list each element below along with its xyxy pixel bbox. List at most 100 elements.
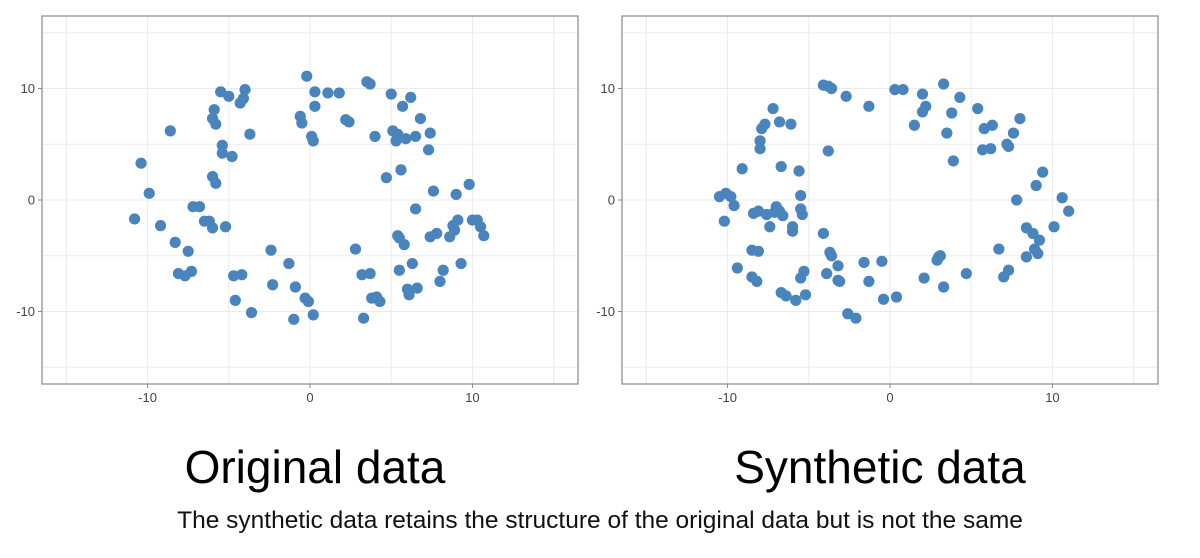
data-point xyxy=(358,312,370,324)
data-point xyxy=(938,78,950,90)
data-point xyxy=(452,214,464,226)
data-point xyxy=(302,295,314,308)
data-point xyxy=(374,295,386,308)
synthetic-gridlines xyxy=(622,16,1158,384)
x-tick-label: 0 xyxy=(306,390,313,405)
data-point xyxy=(307,309,319,321)
data-point xyxy=(333,87,345,99)
original-data-caption: Original data xyxy=(184,441,446,493)
data-point xyxy=(777,210,789,222)
data-point xyxy=(1002,264,1015,276)
data-point xyxy=(182,245,194,257)
data-point xyxy=(364,268,376,280)
data-point xyxy=(390,135,402,147)
data-point xyxy=(206,222,219,234)
data-point xyxy=(322,87,334,99)
data-point xyxy=(934,250,946,262)
data-point xyxy=(307,135,319,147)
data-point xyxy=(825,82,838,95)
data-point xyxy=(267,279,279,291)
data-point xyxy=(154,220,167,232)
data-point xyxy=(773,116,786,128)
data-point xyxy=(1063,205,1075,217)
data-point xyxy=(834,275,846,288)
y-tick-label: 10 xyxy=(601,81,615,96)
data-point xyxy=(237,92,250,105)
data-point xyxy=(1007,127,1020,139)
original-gridlines xyxy=(42,16,578,384)
data-point xyxy=(219,221,232,233)
data-point xyxy=(795,189,807,202)
data-point xyxy=(448,224,461,236)
data-point xyxy=(245,307,258,319)
data-point xyxy=(431,227,443,240)
data-point xyxy=(877,293,890,305)
y-tick-label: 10 xyxy=(21,81,35,96)
data-point xyxy=(193,201,206,213)
data-point xyxy=(754,143,766,155)
data-point xyxy=(210,118,222,130)
data-point xyxy=(785,118,797,130)
data-point xyxy=(941,127,953,139)
data-point xyxy=(239,84,251,96)
data-point xyxy=(863,275,875,288)
synthetic-data-chart: -10 0 10 -10 0 10 xyxy=(580,0,1160,420)
data-point xyxy=(822,145,834,157)
data-point xyxy=(1056,192,1068,204)
data-point xyxy=(185,265,198,277)
data-point xyxy=(916,88,929,100)
data-point xyxy=(1011,194,1023,206)
data-point xyxy=(728,199,740,212)
data-point xyxy=(1032,247,1044,260)
data-point xyxy=(1037,166,1049,178)
data-point xyxy=(406,257,418,270)
data-point xyxy=(850,312,862,324)
data-point xyxy=(725,191,737,203)
original-data-plot: -10 0 10 -10 0 10 xyxy=(16,15,579,405)
data-point xyxy=(422,144,435,156)
data-point xyxy=(229,294,241,306)
data-point xyxy=(208,104,220,116)
data-point xyxy=(832,260,844,272)
data-point xyxy=(889,84,901,96)
data-point xyxy=(289,281,301,293)
data-point xyxy=(210,177,222,189)
data-point xyxy=(380,172,392,184)
data-point xyxy=(793,165,805,177)
data-point xyxy=(223,90,235,102)
data-point xyxy=(754,135,766,147)
data-point xyxy=(403,289,415,301)
data-point xyxy=(393,264,405,276)
data-point xyxy=(938,281,950,293)
data-point xyxy=(1014,112,1026,125)
data-point xyxy=(908,119,920,131)
data-point xyxy=(790,294,802,306)
data-point xyxy=(786,225,799,237)
data-point xyxy=(817,227,830,240)
data-point xyxy=(764,221,776,233)
data-point xyxy=(780,290,792,302)
data-point xyxy=(143,187,155,199)
x-tick-label: 0 xyxy=(886,390,893,405)
comparison-footnote: The synthetic data retains the structure… xyxy=(177,507,1023,534)
data-point xyxy=(920,100,932,112)
data-point xyxy=(474,221,487,233)
data-point xyxy=(796,208,808,221)
data-point xyxy=(1033,234,1046,246)
data-point xyxy=(463,178,475,190)
data-point xyxy=(265,244,277,256)
data-point xyxy=(409,203,422,215)
synthetic-data-plot: -10 0 10 -10 0 10 xyxy=(596,15,1159,405)
data-point xyxy=(400,133,412,145)
data-point xyxy=(890,291,903,303)
y-tick-label: 0 xyxy=(28,193,35,208)
data-point xyxy=(405,91,417,104)
data-point xyxy=(283,257,295,270)
data-point xyxy=(775,160,787,173)
data-point xyxy=(1048,221,1060,233)
data-point xyxy=(478,230,490,242)
data-point xyxy=(128,213,141,225)
data-point xyxy=(1020,251,1033,263)
data-point xyxy=(986,119,998,131)
data-point xyxy=(427,185,440,197)
